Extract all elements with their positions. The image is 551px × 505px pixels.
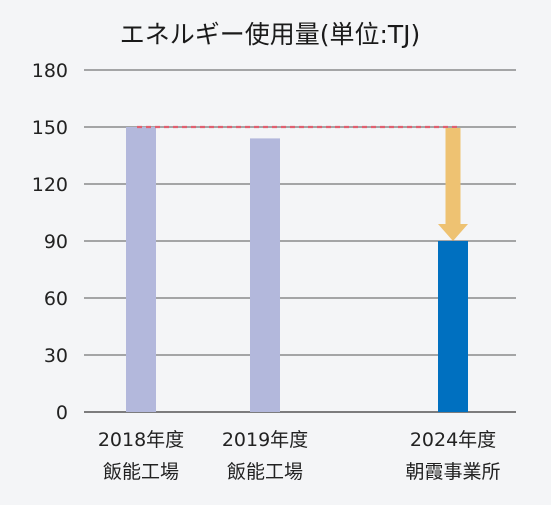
y-tick-label-120: 120 bbox=[32, 174, 68, 196]
bar-2 bbox=[438, 241, 468, 412]
x-category-year-1: 2019年度 bbox=[222, 429, 308, 451]
bars bbox=[126, 127, 468, 412]
x-category-site-0: 飯能工場 bbox=[103, 461, 179, 483]
x-category-year-0: 2018年度 bbox=[98, 429, 184, 451]
y-tick-label-150: 150 bbox=[32, 117, 68, 139]
x-category-site-1: 飯能工場 bbox=[227, 461, 303, 483]
y-tick-label-90: 90 bbox=[44, 231, 68, 253]
y-tick-label-180: 180 bbox=[32, 60, 68, 82]
y-axis-ticks: 0 30 60 90 120 150 180 bbox=[32, 60, 68, 424]
y-tick-label-30: 30 bbox=[44, 345, 68, 367]
y-tick-label-60: 60 bbox=[44, 288, 68, 310]
y-tick-label-0: 0 bbox=[56, 402, 68, 424]
x-category-site-2: 朝霞事業所 bbox=[405, 461, 500, 483]
annotations bbox=[137, 125, 468, 241]
bar-1 bbox=[250, 138, 280, 412]
reduction-arrow-down bbox=[438, 128, 468, 241]
bar-0 bbox=[126, 127, 156, 412]
x-category-year-2: 2024年度 bbox=[410, 429, 496, 451]
chart-title: エネルギー使用量(単位:TJ) bbox=[120, 20, 421, 49]
